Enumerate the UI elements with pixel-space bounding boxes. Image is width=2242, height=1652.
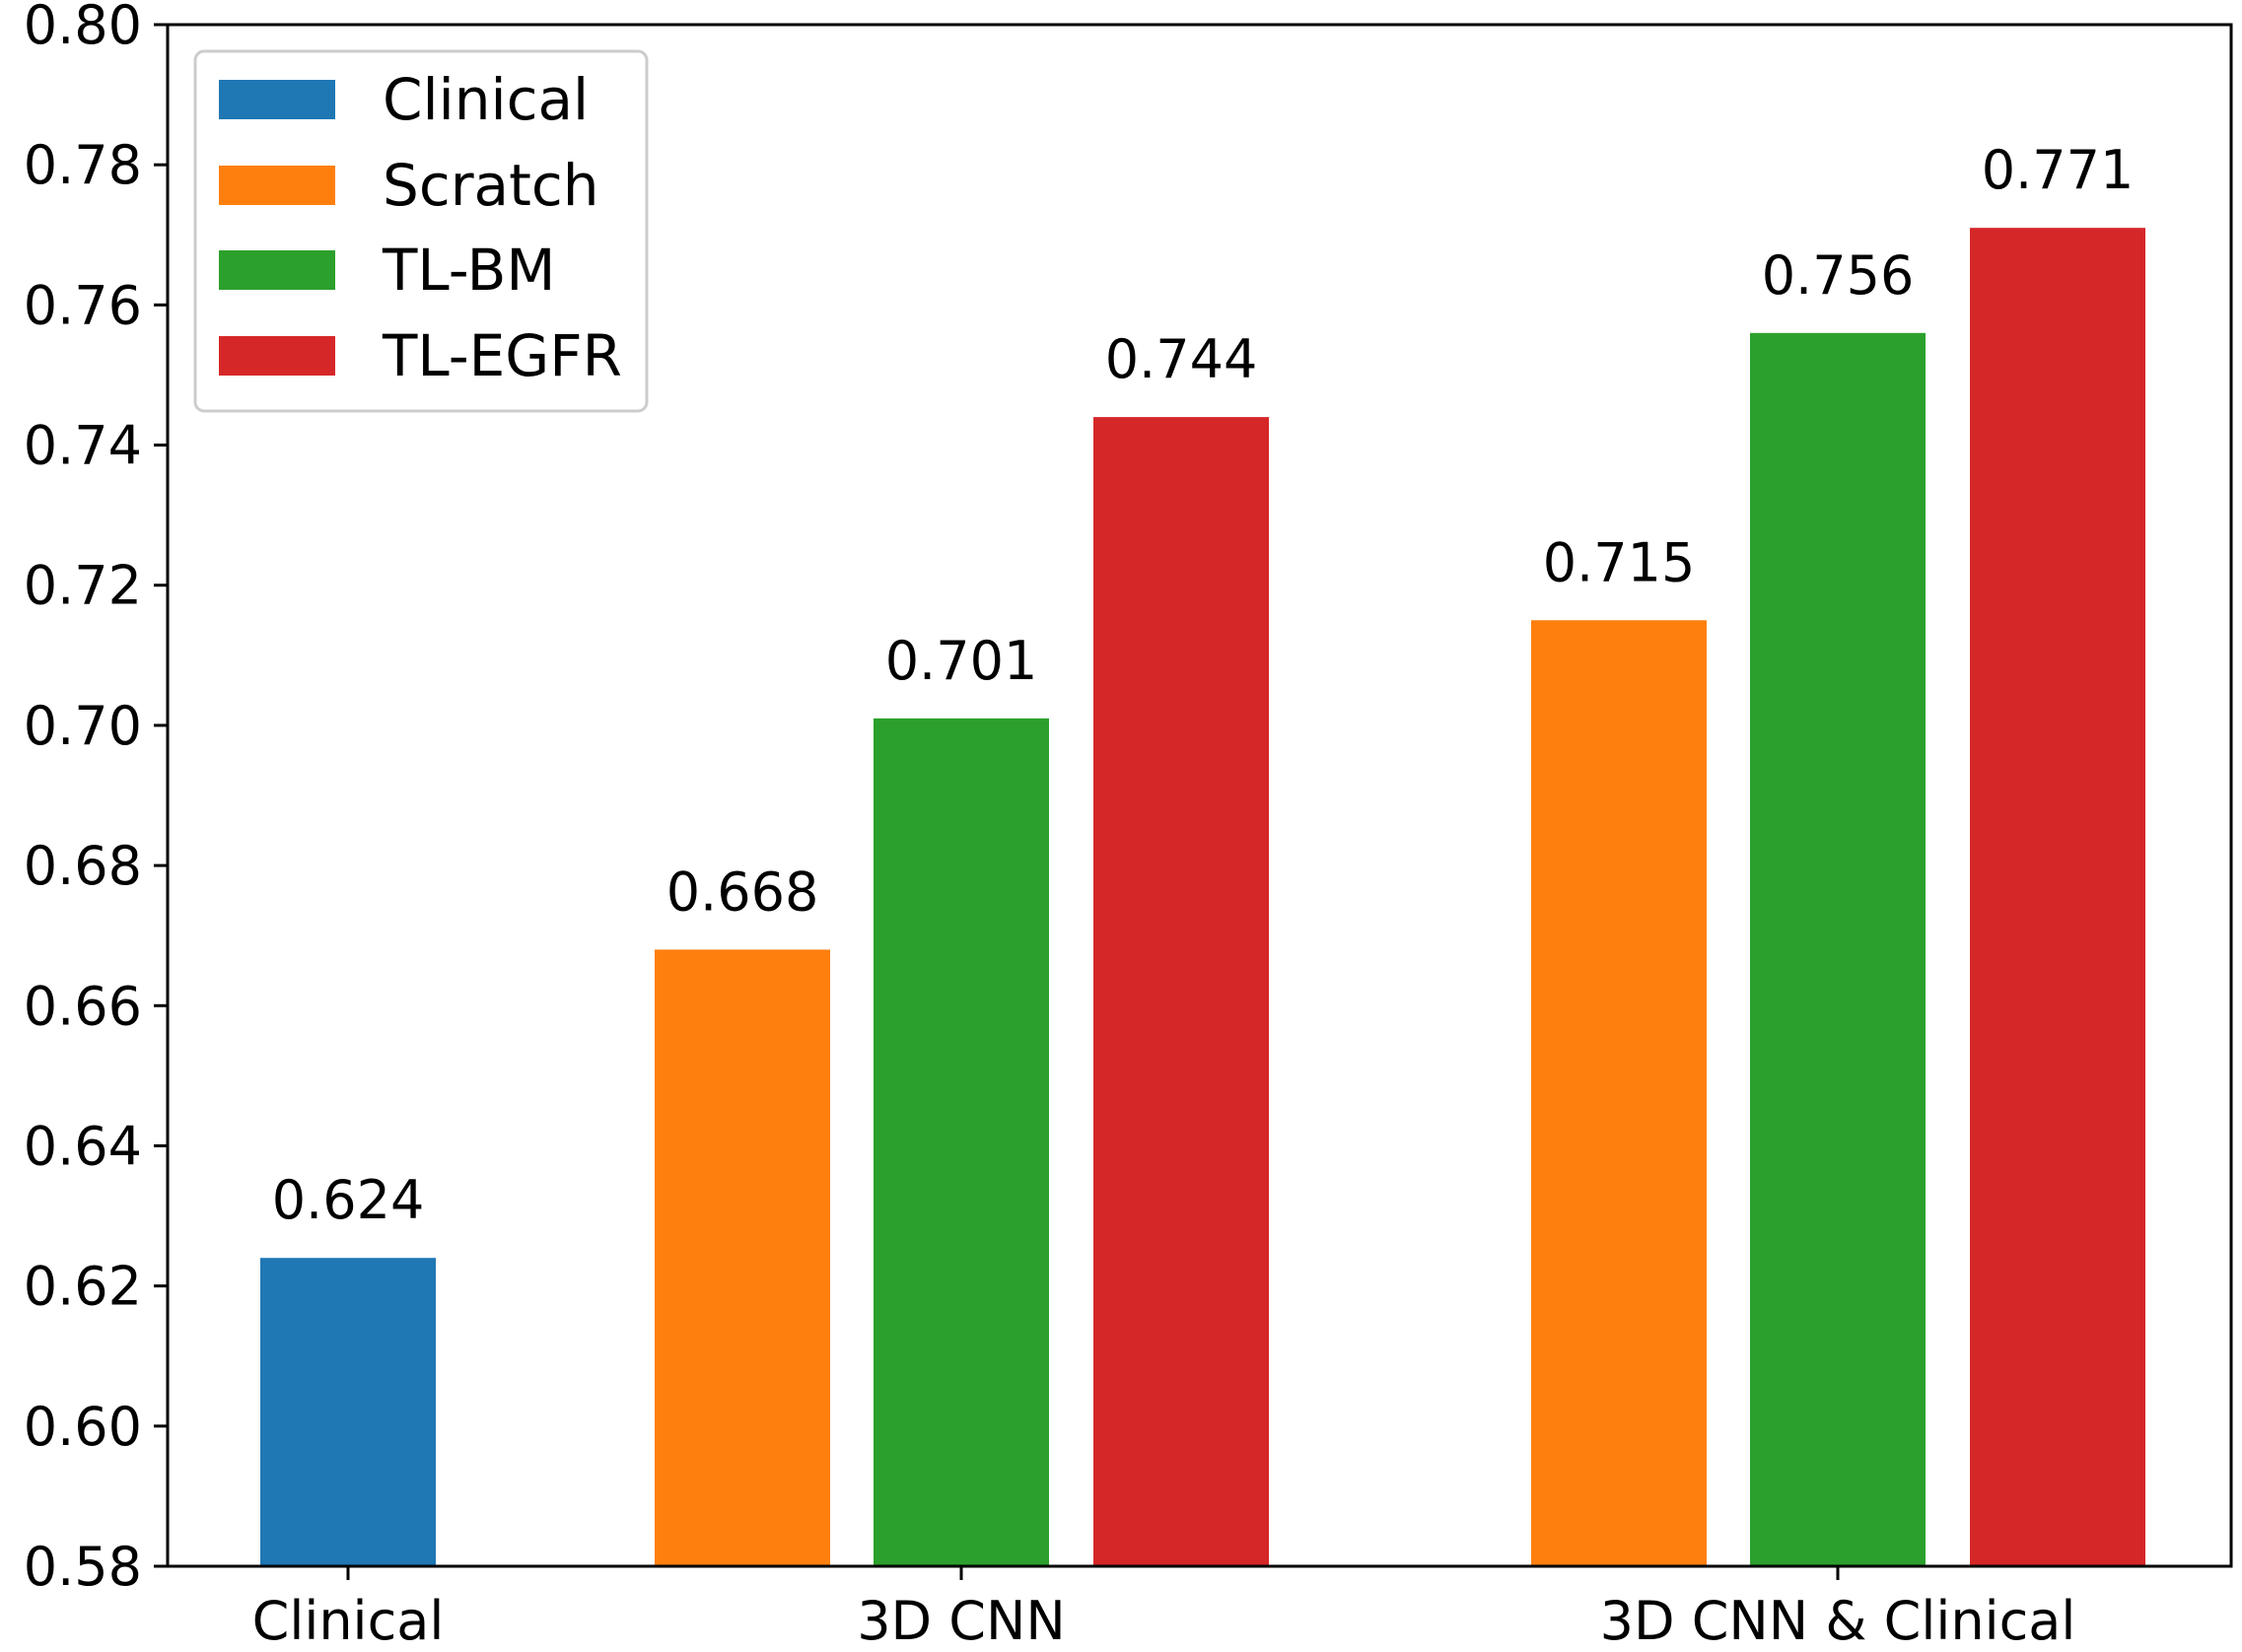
y-tick-label: 0.64 [24, 1115, 142, 1177]
bar-tl-bm-3d-cnn-clinical [1750, 332, 1926, 1566]
y-tick-label: 0.62 [24, 1256, 142, 1318]
y-tick-label: 0.60 [24, 1396, 142, 1458]
bars-layer [260, 228, 2145, 1567]
y-tick-label: 0.76 [24, 274, 142, 336]
y-tick-label: 0.68 [24, 835, 142, 897]
y-tick-label: 0.74 [24, 415, 142, 477]
legend-swatch [219, 250, 335, 290]
x-tick-label: Clinical [252, 1590, 445, 1652]
legend-swatch [219, 336, 335, 376]
bar-value-label: 0.744 [1105, 328, 1258, 390]
legend-swatch [219, 80, 335, 119]
bar-value-label: 0.771 [1982, 139, 2135, 201]
axes-frame [166, 23, 2233, 1568]
x-axis: Clinical 3D CNN 3D CNN & Clinical [252, 1566, 2076, 1652]
x-tick-label: 3D CNN & Clinical [1600, 1590, 2076, 1652]
bar-tl-egfr-3d-cnn-clinical [1970, 228, 2145, 1567]
bar-value-label: 0.715 [1543, 531, 1696, 593]
y-tick-label: 0.80 [24, 0, 142, 56]
y-tick-label: 0.66 [24, 975, 142, 1037]
legend-label: Clinical [383, 66, 589, 133]
bar-tl-bm-3d-cnn [874, 718, 1049, 1566]
y-tick-label: 0.58 [24, 1536, 142, 1598]
legend-swatch [219, 166, 335, 205]
y-tick-label: 0.78 [24, 134, 142, 196]
bar-value-label: 0.668 [666, 860, 819, 923]
legend: Clinical Scratch TL-BM TL-EGFR [193, 49, 649, 413]
bar-scratch-3d-cnn [655, 949, 830, 1566]
bar-scratch-3d-cnn-clinical [1531, 620, 1707, 1566]
x-tick-label: 3D CNN [857, 1590, 1066, 1652]
y-tick-label: 0.70 [24, 695, 142, 757]
bar-clinical-clinical [260, 1258, 436, 1566]
legend-frame [193, 49, 649, 413]
value-labels-layer: 0.624 0.668 0.715 0.701 0.756 0.744 0.771 [272, 139, 2135, 1231]
legend-label: TL-BM [382, 237, 555, 304]
bar-value-label: 0.624 [272, 1169, 425, 1231]
bar-value-label: 0.701 [885, 630, 1038, 692]
y-tick-label: 0.72 [24, 555, 142, 617]
bar-tl-egfr-3d-cnn [1093, 417, 1269, 1566]
legend-label: TL-EGFR [382, 322, 622, 389]
bar-value-label: 0.756 [1762, 244, 1915, 307]
legend-label: Scratch [383, 152, 598, 219]
y-axis: 0.58 0.60 0.62 0.64 0.66 0.68 0.70 0.72 0.74 0.76… [24, 0, 168, 1598]
